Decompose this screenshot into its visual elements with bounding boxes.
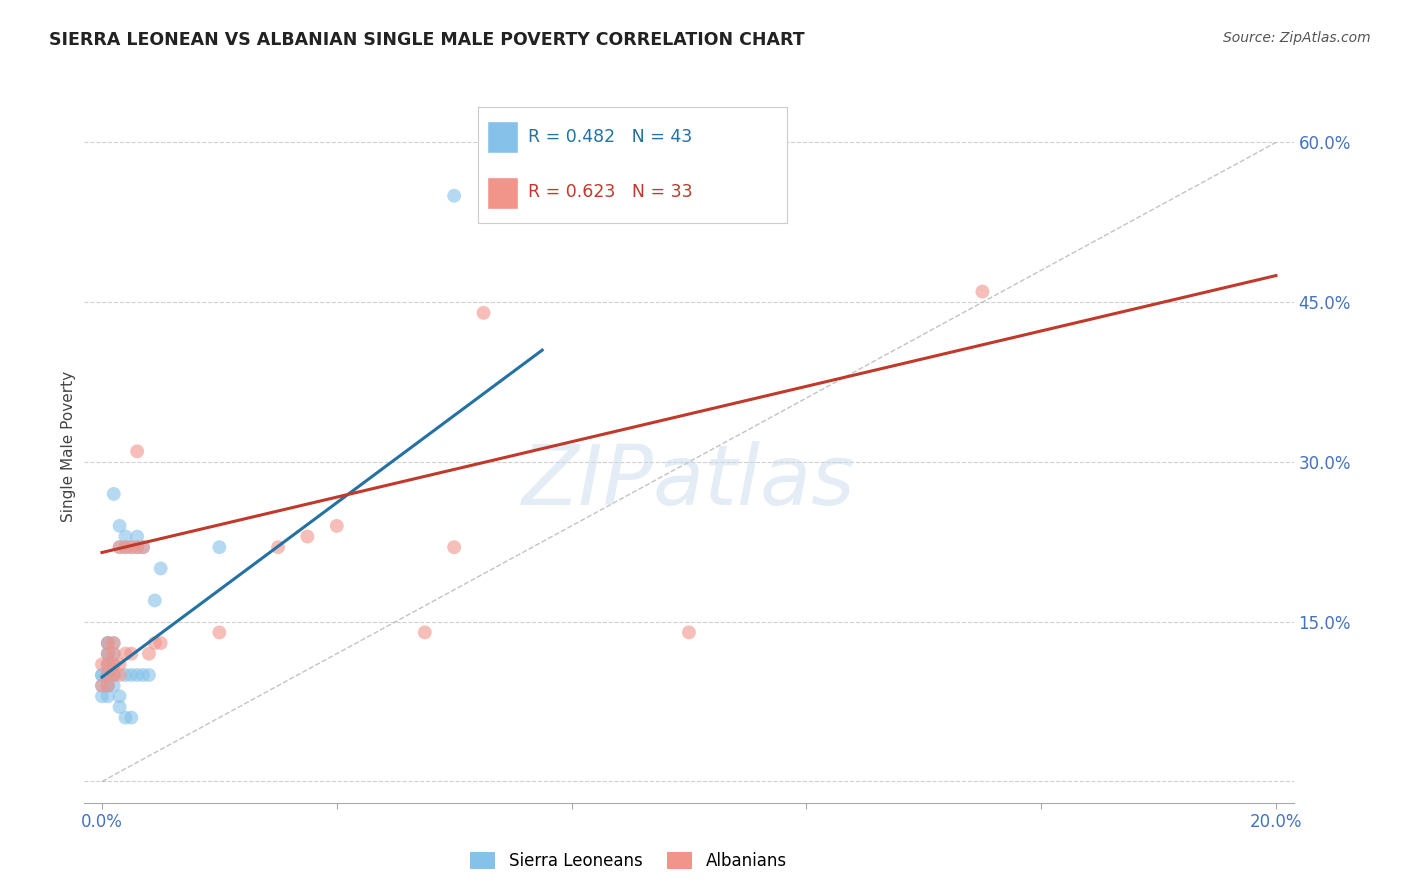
Text: ZIPatlas: ZIPatlas [522,442,856,522]
Point [97,636,120,650]
Point [97,657,120,672]
Point [678,625,700,640]
Point [103,679,125,693]
Point [114,540,136,554]
Point [132,540,155,554]
Point [208,625,231,640]
Point [143,593,166,607]
Point [127,444,149,458]
Point [114,647,136,661]
Point [127,540,149,554]
Point [103,487,125,501]
Text: SIERRA LEONEAN VS ALBANIAN SINGLE MALE POVERTY CORRELATION CHART: SIERRA LEONEAN VS ALBANIAN SINGLE MALE P… [49,31,804,49]
FancyBboxPatch shape [488,177,519,209]
Point [472,306,495,320]
Point [127,540,149,554]
Point [120,668,142,682]
Point [97,657,120,672]
Point [97,657,120,672]
Point [97,690,120,704]
Point [91,668,114,682]
Point [297,529,319,543]
Point [120,647,142,661]
Point [103,647,125,661]
Point [103,668,125,682]
Text: Source: ZipAtlas.com: Source: ZipAtlas.com [1223,31,1371,45]
Point [120,540,142,554]
Point [443,540,465,554]
Point [97,636,120,650]
Point [120,540,142,554]
Point [149,561,172,575]
Point [103,647,125,661]
Point [443,188,465,202]
Point [103,668,125,682]
Point [103,668,125,682]
Point [108,690,131,704]
Point [149,636,172,650]
Point [97,679,120,693]
Point [108,540,131,554]
Point [108,700,131,714]
Point [91,690,114,704]
Point [91,679,114,693]
Point [97,679,120,693]
Point [91,668,114,682]
Point [114,710,136,724]
Point [97,668,120,682]
Point [120,710,142,724]
Point [972,285,994,299]
Point [97,647,120,661]
Point [127,668,149,682]
Point [208,540,231,554]
Point [143,636,166,650]
Point [97,636,120,650]
Text: R = 0.482   N = 43: R = 0.482 N = 43 [527,128,692,145]
Point [108,668,131,682]
FancyBboxPatch shape [488,121,519,153]
Point [267,540,290,554]
Point [413,625,436,640]
Point [114,529,136,543]
Point [97,647,120,661]
Point [108,540,131,554]
Point [127,529,149,543]
Point [103,657,125,672]
Point [108,657,131,672]
Point [103,657,125,672]
Point [108,519,131,533]
Legend: Sierra Leoneans, Albanians: Sierra Leoneans, Albanians [464,845,793,877]
Point [114,668,136,682]
Text: R = 0.623   N = 33: R = 0.623 N = 33 [527,183,692,202]
Point [114,540,136,554]
Point [132,540,155,554]
Point [103,636,125,650]
Point [138,647,160,661]
Point [103,636,125,650]
Point [91,657,114,672]
Point [132,668,155,682]
Point [138,668,160,682]
Point [97,647,120,661]
Y-axis label: Single Male Poverty: Single Male Poverty [60,370,76,522]
Point [97,668,120,682]
Point [91,679,114,693]
Point [97,679,120,693]
Point [97,668,120,682]
Point [326,519,349,533]
